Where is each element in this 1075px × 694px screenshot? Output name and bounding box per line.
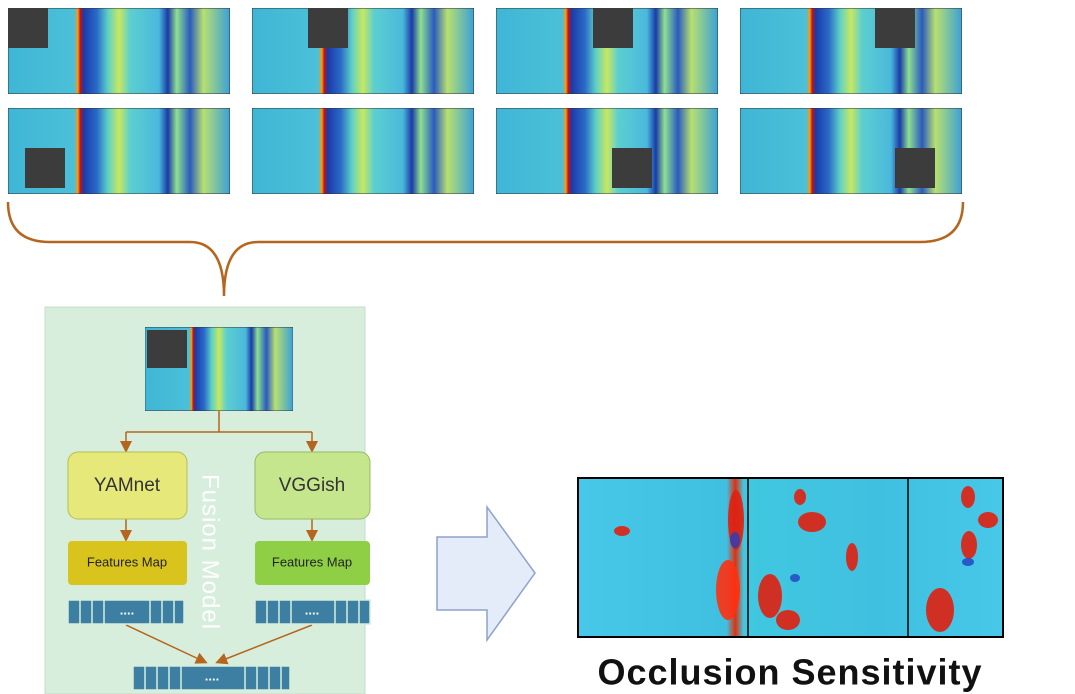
result-title: Occlusion Sensitivity [597, 652, 982, 693]
vector-label: .... [120, 602, 134, 617]
diagram: YAMnet VGGish Features Map Features Map … [0, 0, 1075, 694]
vector-label: .... [205, 668, 219, 683]
features-label: Features Map [87, 554, 167, 569]
panel-label: Fusion Model [197, 474, 224, 630]
model-name: YAMnet [94, 475, 161, 496]
arrow [437, 507, 535, 640]
features-label: Features Map [272, 554, 352, 569]
spectrogram-grid [8, 8, 962, 194]
brace [8, 202, 963, 296]
vector-label: .... [305, 602, 319, 617]
heatmap [578, 478, 1003, 637]
model-name: VGGish [279, 475, 346, 496]
